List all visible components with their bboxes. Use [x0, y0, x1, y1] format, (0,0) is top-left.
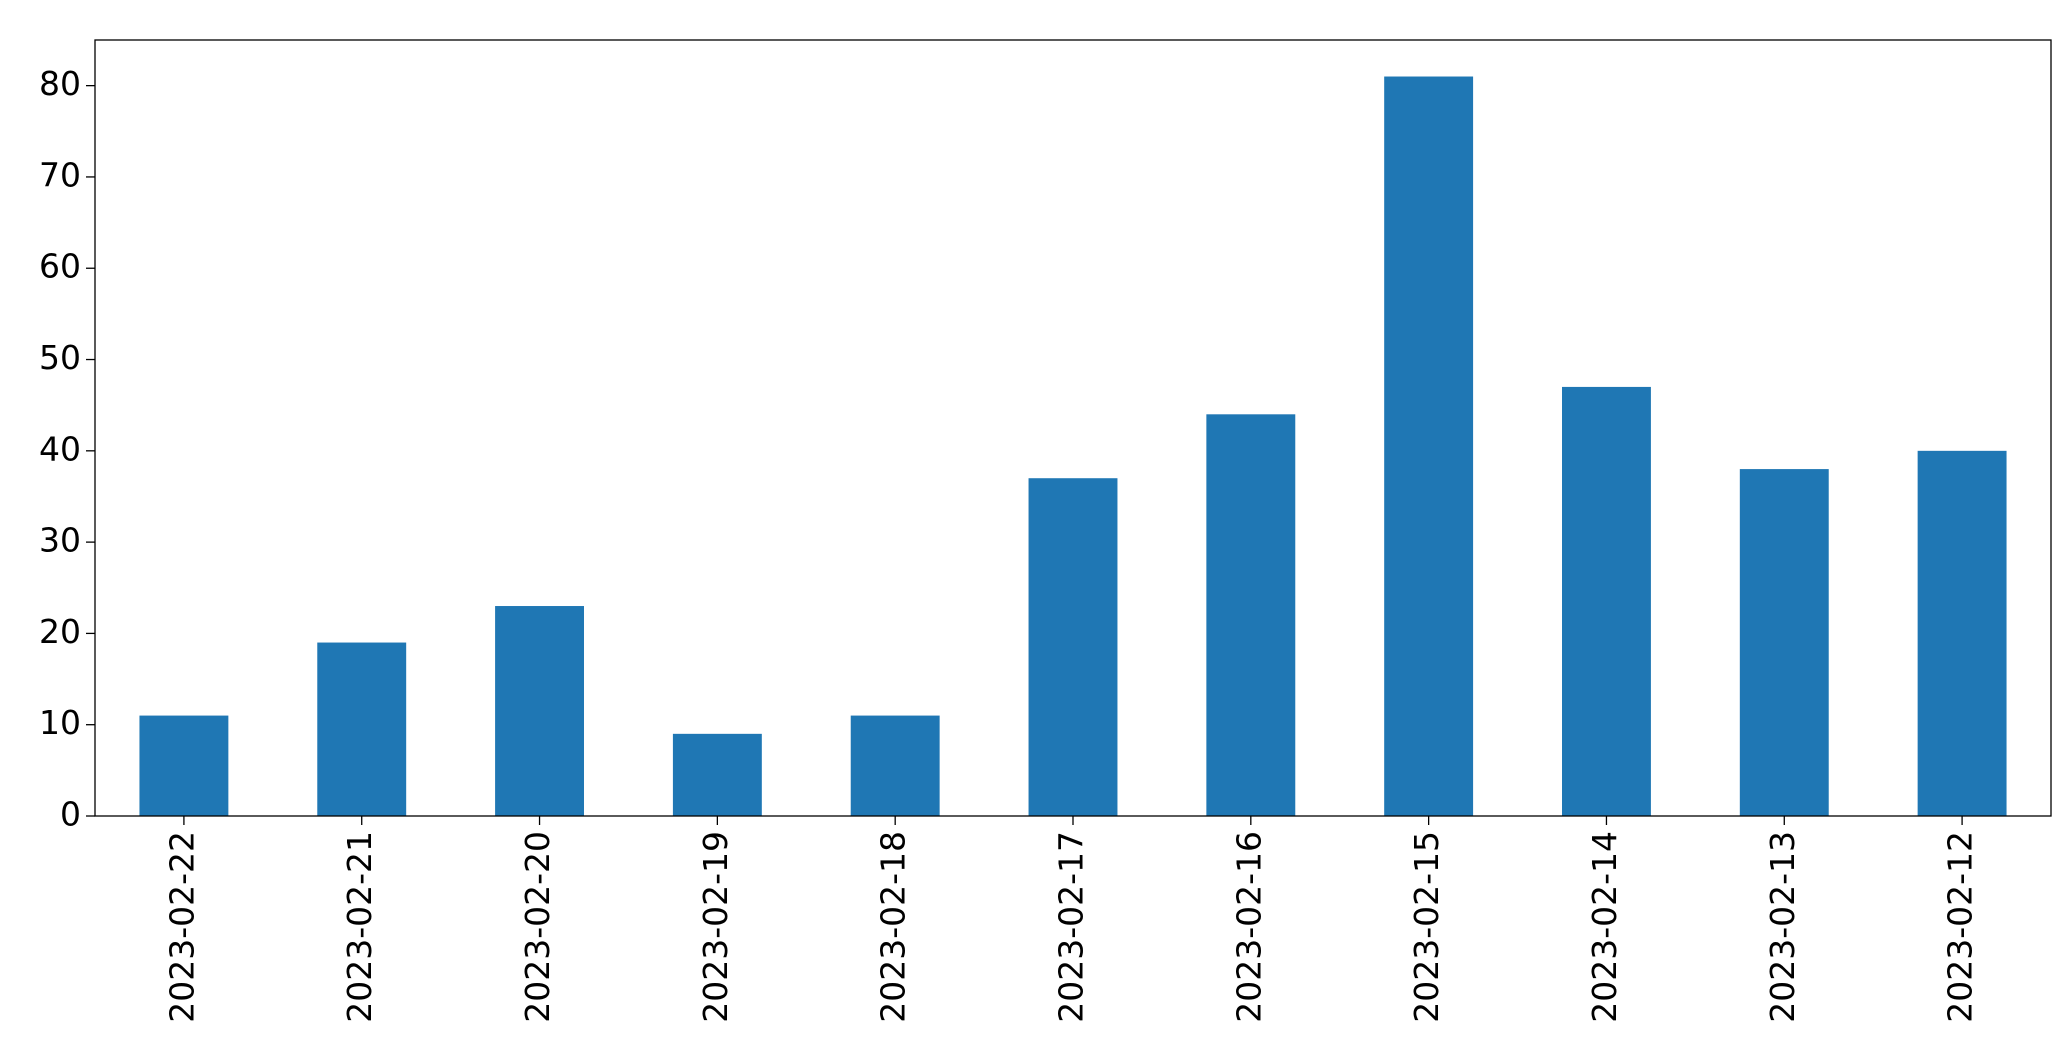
x-tick-label: 2023-02-20	[518, 831, 557, 1023]
bar	[1206, 414, 1296, 816]
x-tick-label: 2023-02-13	[1763, 831, 1802, 1023]
bar	[1917, 450, 2007, 816]
bar	[672, 733, 762, 816]
y-tick-label: 30	[39, 521, 81, 560]
x-tick-label: 2023-02-15	[1407, 831, 1446, 1023]
x-tick-label: 2023-02-14	[1585, 831, 1624, 1023]
bar	[850, 715, 940, 816]
x-tick-label: 2023-02-18	[874, 831, 913, 1023]
y-tick-label: 20	[39, 612, 81, 651]
bar	[317, 642, 407, 816]
y-tick-label: 80	[39, 64, 81, 103]
bar	[1739, 469, 1829, 816]
y-tick-label: 40	[39, 429, 81, 468]
bar	[495, 606, 584, 816]
bar	[1028, 478, 1118, 816]
x-tick-label: 2023-02-17	[1052, 831, 1091, 1023]
x-tick-label: 2023-02-19	[696, 831, 735, 1023]
y-tick-label: 50	[39, 338, 81, 377]
bar	[1562, 386, 1651, 816]
x-tick-label: 2023-02-22	[162, 831, 201, 1023]
bar	[139, 715, 229, 816]
y-tick-label: 60	[39, 247, 81, 286]
x-tick-label: 2023-02-12	[1941, 831, 1980, 1023]
x-tick-label: 2023-02-16	[1229, 831, 1268, 1023]
bar	[1384, 76, 1474, 817]
y-tick-label: 0	[60, 795, 81, 834]
x-tick-label: 2023-02-21	[340, 831, 379, 1023]
plot-frame	[94, 39, 2052, 817]
y-tick-label: 70	[39, 155, 81, 194]
y-tick-label: 10	[39, 703, 81, 742]
